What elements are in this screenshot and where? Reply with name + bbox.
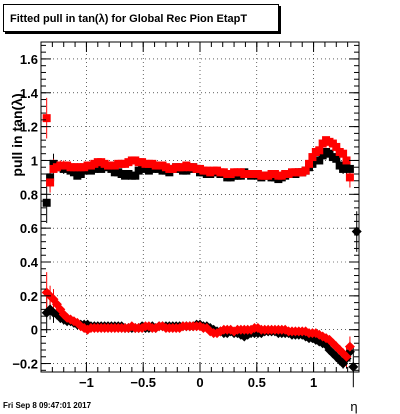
data-point-square: [332, 154, 341, 163]
data-point-square: [42, 114, 51, 123]
axis-ticks: [40, 42, 360, 372]
data-point-square: [46, 178, 55, 187]
y-axis-label: pull in tan(λ): [9, 93, 25, 176]
data-point-square: [339, 149, 348, 158]
data-point-square: [332, 142, 341, 151]
data-point-square: [46, 173, 55, 182]
y-tick-label: −0.2: [12, 357, 38, 372]
data-point-diamond: [341, 351, 352, 362]
y-tick-label: 0.6: [20, 221, 38, 236]
data-point-diamond: [344, 341, 355, 352]
x-tick-label: 0.5: [248, 375, 266, 390]
y-tick-label: 0.2: [20, 289, 38, 304]
data-point-square: [308, 153, 317, 162]
data-point-square: [345, 173, 354, 182]
data-point-square: [301, 166, 310, 175]
data-point-square: [131, 171, 140, 180]
x-axis-label: η: [350, 399, 357, 414]
data-point-square: [42, 198, 51, 207]
error-bars: [46, 97, 358, 388]
tick-labels: −1 −0.5 0 0.5 1 −0.2 0 0.2 0.4 0.6 0.8 1 1.2 1.4 1.6: [12, 52, 317, 390]
data-point-square: [315, 146, 324, 155]
y-tick-label: 0.8: [20, 187, 38, 202]
y-tick-label: 1.2: [20, 120, 38, 135]
y-tick-label: 1: [31, 153, 38, 168]
chart-title: Fitted pull in tan(λ) for Global Rec Pio…: [3, 4, 279, 32]
data-point-square: [342, 156, 351, 165]
data-point-diamond: [348, 361, 359, 372]
data-point-square: [305, 159, 314, 168]
x-tick-label: −1: [79, 375, 94, 390]
y-tick-label: 0: [31, 323, 38, 338]
x-tick-label: 0: [196, 375, 203, 390]
data-point-square: [345, 164, 354, 173]
data-markers: [41, 114, 362, 372]
x-tick-label: 1: [310, 375, 317, 390]
y-tick-label: 1.6: [20, 52, 38, 67]
data-point-square: [315, 156, 324, 165]
x-tick-label: −0.5: [130, 375, 156, 390]
y-tick-label: 0.4: [20, 255, 39, 270]
y-tick-label: 1.4: [20, 86, 39, 101]
date-stamp: Fri Sep 8 09:47:01 2017: [3, 401, 92, 410]
